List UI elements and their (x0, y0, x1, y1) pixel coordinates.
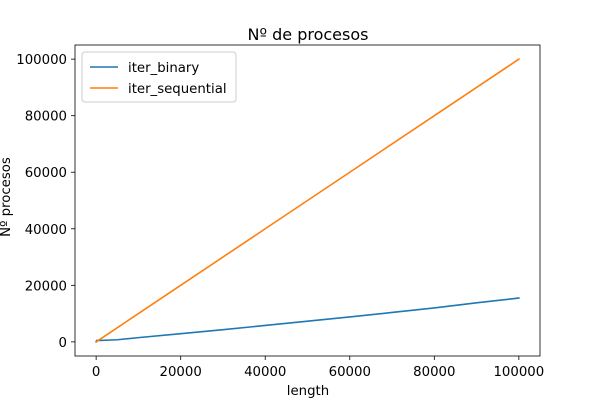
y-axis-label: Nº procesos (0, 157, 14, 237)
plot-area (74, 44, 541, 357)
x-tick-label: 60000 (329, 365, 371, 380)
x-tick-label: 80000 (413, 365, 455, 380)
series-line-iter-sequential (95, 58, 520, 343)
plot-lines (95, 58, 520, 343)
chart-title: Nº de procesos (248, 25, 369, 44)
legend: iter_binary iter_sequential (81, 51, 237, 103)
y-tick-label: 100000 (16, 53, 67, 68)
x-tick-label: 20000 (160, 365, 202, 380)
y-tick-label: 80000 (25, 110, 67, 125)
legend-label: iter_sequential (128, 82, 227, 97)
y-tick-label: 0 (59, 336, 67, 351)
y-tick-label: 20000 (25, 279, 67, 294)
legend-label: iter_binary (128, 61, 199, 76)
x-tick-label: 40000 (244, 365, 286, 380)
y-axis: 0 20000 40000 60000 80000 100000 (16, 53, 75, 351)
x-tick-label: 0 (92, 365, 100, 380)
y-tick-label: 60000 (25, 166, 67, 181)
x-axis: 0 20000 40000 60000 80000 100000 (92, 356, 544, 380)
legend-box (81, 51, 237, 103)
x-axis-label: length (287, 384, 329, 399)
x-tick-label: 100000 (493, 365, 544, 380)
y-tick-label: 40000 (25, 223, 67, 238)
